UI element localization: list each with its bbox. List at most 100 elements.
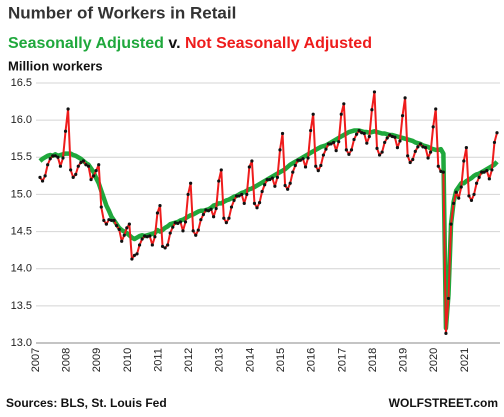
data-point: [298, 158, 303, 162]
data-point: [166, 243, 170, 247]
y-tick-label: 15.5: [11, 151, 32, 163]
data-point: [393, 135, 397, 139]
data-point: [324, 147, 328, 151]
data-point: [454, 190, 458, 194]
legend-separator: v.: [168, 35, 180, 52]
data-point: [61, 156, 65, 160]
data-point: [89, 177, 93, 182]
data-point: [326, 142, 331, 146]
data-point: [143, 234, 147, 238]
data-point: [107, 218, 111, 222]
x-tick-label: 2014: [244, 348, 256, 372]
data-point: [38, 175, 42, 179]
data-point: [117, 227, 121, 231]
data-point: [385, 136, 389, 140]
data-point: [286, 187, 290, 191]
data-point: [487, 177, 491, 181]
data-point: [178, 220, 183, 224]
data-point: [260, 189, 264, 194]
data-point: [469, 198, 474, 202]
data-point: [441, 170, 445, 174]
data-point: [474, 181, 479, 185]
x-tick-label: 2011: [152, 348, 164, 372]
x-tick-label: 2015: [275, 348, 287, 372]
data-point: [199, 218, 203, 222]
data-point: [436, 164, 440, 168]
data-point: [191, 229, 195, 233]
data-point: [183, 220, 188, 224]
data-point: [492, 140, 497, 145]
data-point: [206, 209, 211, 213]
data-point: [150, 243, 154, 247]
data-point: [102, 218, 106, 223]
y-axis-label: Million workers: [8, 58, 103, 73]
data-point: [155, 211, 160, 215]
x-tick-label: 2016: [306, 348, 318, 372]
series-line: [38, 128, 499, 331]
data-point: [370, 108, 374, 112]
data-point: [270, 176, 274, 180]
data-point: [431, 125, 435, 129]
data-point: [227, 216, 231, 220]
data-point: [186, 192, 190, 197]
data-point: [137, 243, 142, 247]
data-point: [153, 235, 157, 239]
data-point: [232, 198, 236, 202]
data-point: [56, 155, 60, 159]
data-point: [439, 169, 443, 173]
data-point: [148, 234, 152, 238]
data-point: [354, 132, 359, 136]
data-point: [495, 131, 499, 135]
data-point: [46, 163, 50, 167]
x-tick-label: 2012: [183, 348, 195, 372]
data-point: [168, 231, 172, 235]
data-point: [462, 159, 466, 163]
data-point: [176, 221, 180, 225]
data-point: [66, 107, 70, 111]
data-point: [240, 192, 244, 197]
data-point: [472, 192, 476, 197]
data-point: [426, 156, 430, 160]
data-point: [212, 215, 216, 219]
data-point: [352, 137, 356, 142]
data-point: [375, 146, 379, 150]
data-point: [342, 102, 346, 106]
data-point: [275, 175, 280, 179]
data-point: [477, 175, 481, 179]
data-point: [434, 107, 438, 111]
data-point: [280, 131, 285, 136]
legend-entry: Seasonally Adjusted: [8, 35, 164, 52]
data-point: [63, 129, 68, 133]
data-point: [255, 206, 259, 210]
data-point: [411, 157, 415, 162]
data-point: [421, 145, 425, 149]
data-point: [339, 112, 343, 116]
data-point: [234, 194, 239, 198]
data-point: [71, 175, 75, 179]
data-point: [130, 257, 134, 261]
data-point: [201, 212, 205, 217]
data-point: [125, 226, 129, 230]
data-point: [301, 157, 305, 161]
data-point: [214, 206, 218, 211]
data-point: [314, 164, 318, 168]
data-point: [48, 157, 52, 161]
data-point: [383, 140, 387, 145]
data-point: [357, 128, 361, 133]
data-point: [372, 90, 377, 94]
data-point: [222, 216, 226, 220]
x-tick-label: 2013: [214, 348, 226, 372]
data-point: [344, 148, 348, 152]
data-point: [337, 140, 341, 144]
data-point: [482, 170, 486, 174]
data-point: [490, 168, 494, 172]
data-point: [278, 148, 282, 152]
data-point: [390, 134, 394, 139]
data-point: [485, 169, 489, 173]
data-point: [99, 205, 103, 209]
data-point: [122, 233, 126, 237]
y-tick-label: 13.0: [11, 337, 32, 349]
data-point: [224, 221, 228, 225]
data-point: [311, 112, 315, 116]
data-point: [40, 179, 45, 183]
